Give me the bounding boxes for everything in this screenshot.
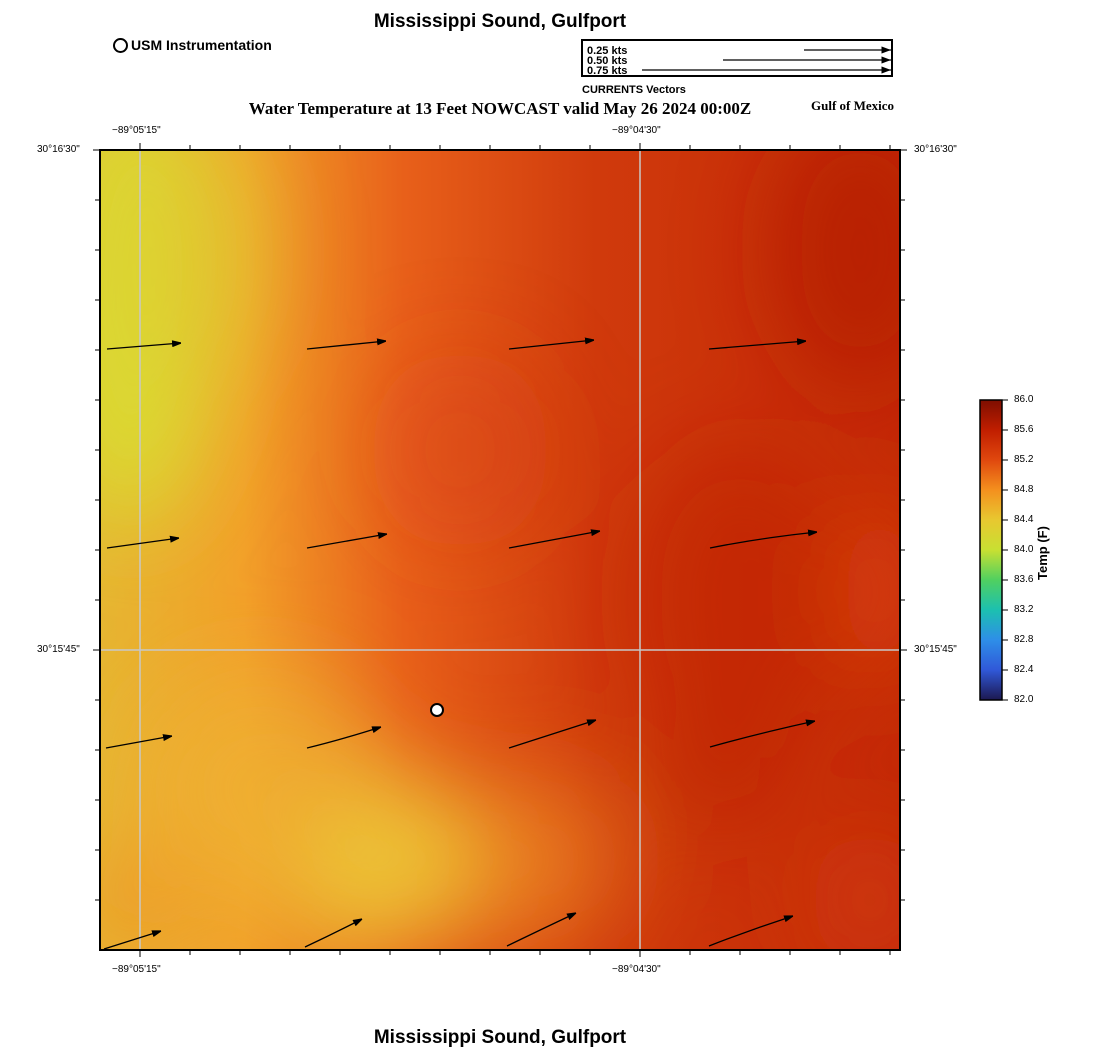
colorbar-scale [979,399,1003,701]
station-legend: USM Instrumentation [113,37,272,53]
lat-tick-label: 30°16'30" [37,144,80,155]
current-arrow-icon [709,532,817,549]
colorbar-label: 85.2 [1014,454,1034,465]
lat-tick-label: 30°15'45" [914,644,957,655]
colorbar-label: 85.6 [1014,424,1034,435]
footer-title: Mississippi Sound, Gulfport [373,1027,627,1048]
colorbar-label: 83.6 [1014,574,1034,585]
lon-tick-label: −89°05'15" [112,125,161,136]
colorbar-label: 84.8 [1014,484,1034,495]
colorbar-label: 82.4 [1014,664,1034,675]
map-ticks [93,143,907,957]
current-arrow-icon [709,721,815,748]
current-arrow-icon [508,720,596,749]
lon-tick-label: −89°04'30" [612,125,661,136]
station-legend-label: USM Instrumentation [131,37,272,53]
current-arrow-icon [306,341,386,350]
colorbar-label: 84.0 [1014,544,1034,555]
vector-scale-label: 0.75 kts [587,65,628,77]
lat-tick-label: 30°16'30" [914,144,957,155]
lat-tick-label: 30°15'45" [37,644,80,655]
colorbar-title: Temp (F) [1035,526,1050,580]
colorbar-label: 82.8 [1014,634,1034,645]
current-arrow-icon [105,736,172,749]
current-arrow-icon [306,534,387,549]
current-vectors [103,340,817,950]
colorbar-label: 83.2 [1014,604,1034,615]
usm-station-marker[interactable] [430,703,444,717]
vector-scale-label: 0.50 kts [587,55,628,67]
graticule [100,150,900,950]
current-arrow-icon [708,916,793,947]
page-title: Mississippi Sound, Gulfport [373,11,627,32]
colorbar-label: 84.4 [1014,514,1034,525]
colorbar-label: 82.0 [1014,694,1034,705]
station-marker-icon [113,37,128,53]
colorbar-label: 86.0 [1014,394,1034,405]
region-label: Gulf of Mexico [811,98,895,113]
current-arrow-icon [708,341,806,350]
lon-tick-label: −89°04'30" [612,964,661,975]
current-arrow-icon [304,919,362,948]
vectors-title: CURRENTS Vectors [582,84,686,96]
current-arrow-icon [106,538,179,549]
current-arrow-icon [103,931,161,950]
vector-scale-legend: 0.25 kts 0.50 kts 0.75 kts [581,39,893,77]
current-arrow-icon [506,913,576,947]
temperature-field [100,150,900,950]
current-arrow-icon [508,340,594,350]
current-arrow-icon [306,726,381,749]
vector-scale-arrows [642,46,891,74]
vector-scale-label: 0.25 kts [587,45,628,57]
current-arrow-icon [508,531,600,549]
current-arrow-icon [106,343,181,350]
map-title: Water Temperature at 13 Feet NOWCAST val… [248,99,752,118]
lon-tick-label: −89°05'15" [112,964,161,975]
colorbar [979,399,1008,701]
